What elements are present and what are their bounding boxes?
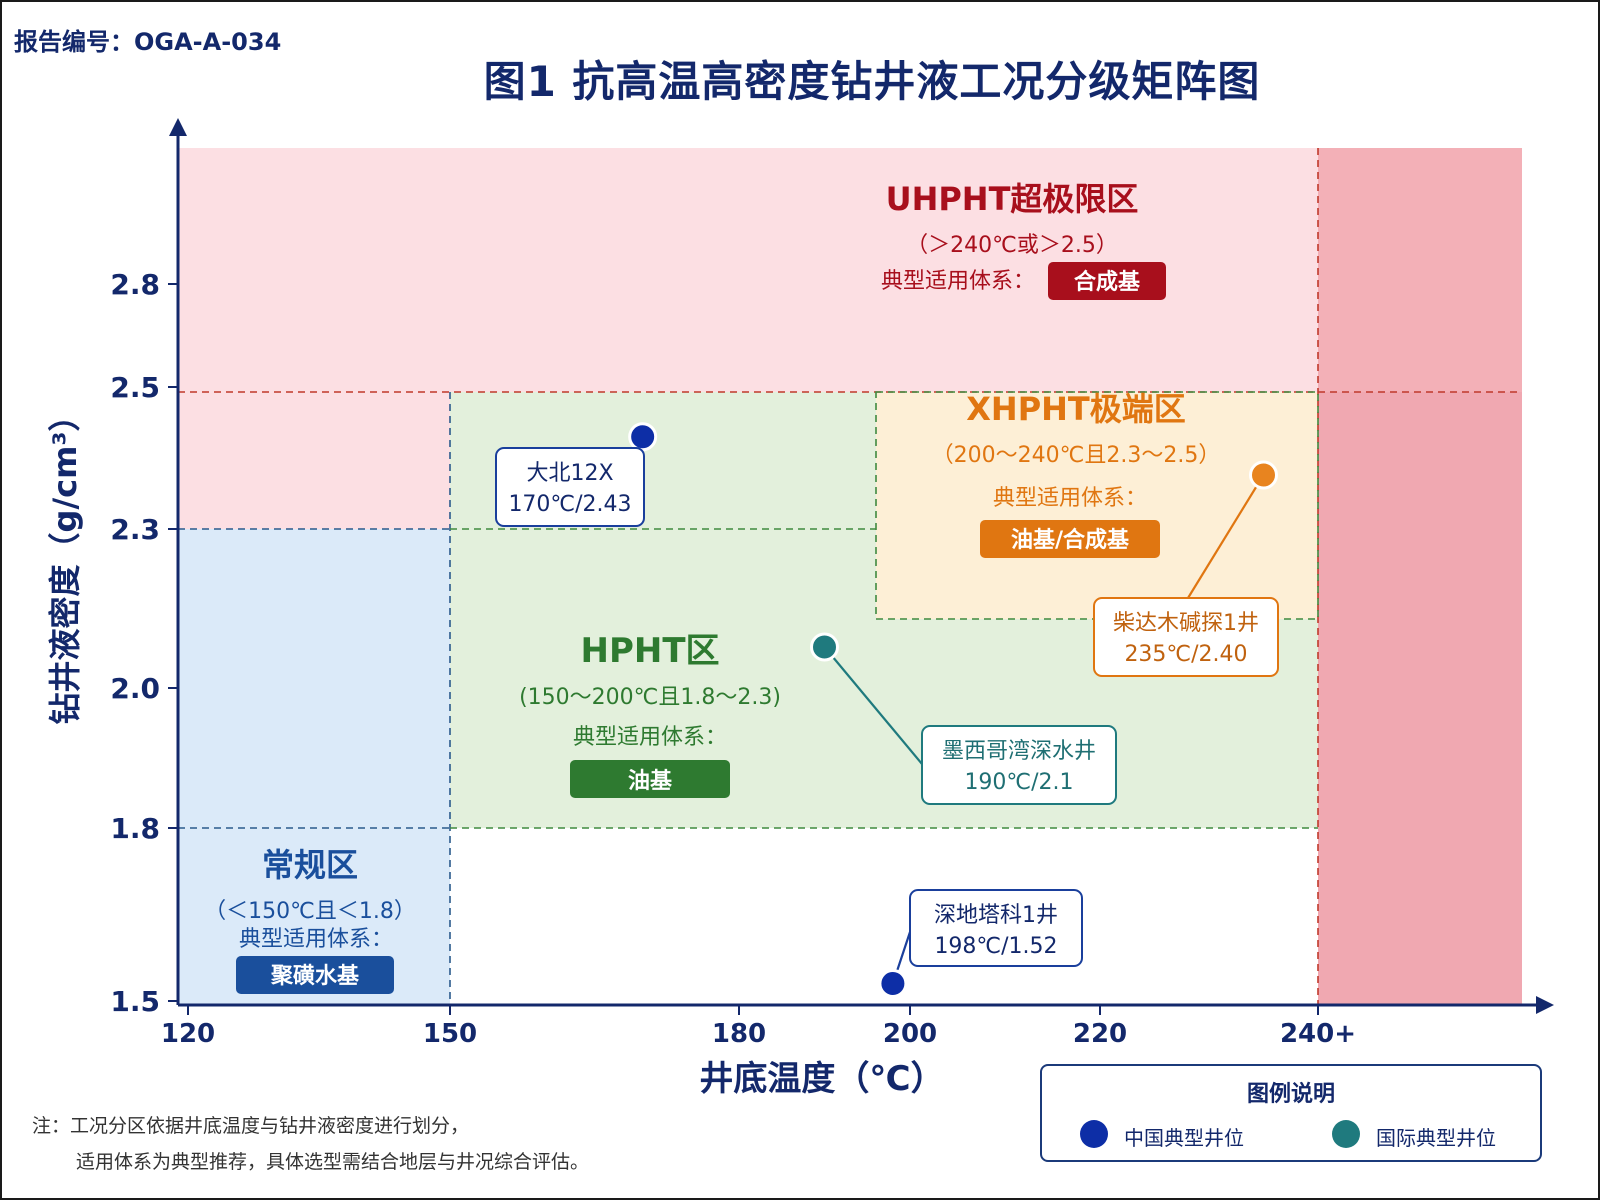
- x-axis-label: 井底温度（℃）: [699, 1059, 944, 1099]
- normal-zone: [178, 529, 450, 1005]
- y-axis-arrow: [169, 118, 187, 136]
- zone-uhpht-range: （＞240℃或＞2.5）: [906, 233, 1118, 258]
- legend-intl-label: 国际典型井位: [1376, 1126, 1496, 1150]
- y-tick-label: 2.8: [110, 268, 160, 301]
- point-mexico-gulf-marker: [810, 632, 839, 662]
- zone-uhpht-name: UHPHT超极限区: [886, 180, 1139, 218]
- zone-normal-system-chip: [236, 956, 394, 994]
- x-tick-label: 150: [423, 1019, 477, 1049]
- uhpht-zone-right: [1318, 392, 1522, 1005]
- uhpht-zone-top: [178, 148, 1522, 392]
- y-tick-label: 2.5: [110, 371, 160, 404]
- y-tick-label: 2.0: [110, 672, 160, 705]
- zone-xhpht-system-chip: [980, 520, 1160, 558]
- zone-hpht-name: HPHT区: [580, 631, 719, 671]
- uhpht-zone-left: [178, 392, 450, 529]
- y-tick-label: 1.5: [110, 985, 160, 1018]
- footnote-line-2: 适用体系为典型推荐，具体选型需结合地层与井况综合评估。: [76, 1151, 590, 1173]
- zone-normal-system: 聚磺水基: [270, 964, 360, 989]
- point-chaidamu-marker: [1249, 460, 1278, 490]
- point-shendi-take1-marker: [878, 968, 908, 998]
- point-mexico-gulf-leader: [823, 646, 923, 765]
- x-tick-label: 240+: [1280, 1019, 1356, 1049]
- zone-uhpht-system-label: 典型适用体系：: [881, 269, 1035, 294]
- chart-title: 图1 抗高温高密度钻井液工况分级矩阵图: [483, 57, 1261, 106]
- zone-xhpht-system-label: 典型适用体系：: [993, 486, 1147, 511]
- point-daibei12x-marker: [628, 422, 658, 452]
- zone-normal-system-label: 典型适用体系：: [239, 927, 393, 952]
- point-daibei12x-name: 大北12X: [526, 461, 613, 486]
- y-tick-label: 2.3: [110, 513, 160, 546]
- point-mexico-gulf-callout: [921, 725, 1117, 805]
- uhpht-zone-corner: [1318, 148, 1522, 392]
- zone-normal-name: 常规区: [262, 846, 358, 884]
- point-chaidamu-leader: [1187, 474, 1265, 599]
- report-number: 报告编号：OGA-A-034: [14, 28, 282, 56]
- x-tick-label: 220: [1073, 1019, 1127, 1049]
- zone-normal-range: （＜150℃且＜1.8）: [204, 899, 416, 924]
- legend-title: 图例说明: [1246, 1082, 1335, 1107]
- y-axis-label: 钻井液密度（g/cm³）: [46, 400, 84, 725]
- zone-hpht-system-chip: [570, 760, 730, 798]
- zone-hpht-range: (150～200℃且1.8～2.3): [519, 685, 781, 710]
- point-shendi-take1-name: 深地塔科1井: [934, 903, 1058, 928]
- point-shendi-take1-value: 198℃/1.52: [934, 934, 1057, 959]
- point-daibei12x-callout: [495, 447, 645, 527]
- legend-china-label: 中国典型井位: [1124, 1126, 1244, 1150]
- point-daibei12x-value: 170℃/2.43: [508, 492, 631, 517]
- footnote: 注：工况分区依据井底温度与钻井液密度进行划分， 适用体系为典型推荐，具体选型需结…: [32, 1108, 589, 1180]
- point-chaidamu-callout: [1093, 597, 1279, 677]
- point-shendi-take1-callout: [909, 889, 1083, 967]
- legend-china-marker: [1080, 1120, 1108, 1148]
- point-mexico-gulf-value: 190℃/2.1: [964, 770, 1073, 795]
- y-tick-label: 1.8: [110, 812, 160, 845]
- zone-hpht-system: 油基: [628, 769, 673, 794]
- zone-xhpht-range: （200～240℃且2.3～2.5）: [932, 443, 1221, 468]
- zone-xhpht-system: 油基/合成基: [1011, 527, 1130, 553]
- x-tick-label: 200: [883, 1019, 937, 1049]
- zone-xhpht-name: XHPHT极端区: [966, 390, 1186, 428]
- legend: 图例说明 中国典型井位 国际典型井位: [1040, 1064, 1542, 1162]
- zone-uhpht-system-chip: [1048, 262, 1166, 300]
- zone-hpht-system-label: 典型适用体系：: [573, 725, 727, 750]
- point-chaidamu-name: 柴达木碱探1井: [1113, 611, 1259, 636]
- point-chaidamu-value: 235℃/2.40: [1124, 642, 1247, 667]
- zone-uhpht-system: 合成基: [1074, 269, 1141, 295]
- footnote-line-1: 注：工况分区依据井底温度与钻井液密度进行划分，: [32, 1115, 470, 1137]
- x-tick-label: 180: [712, 1019, 766, 1049]
- x-tick-label: 120: [161, 1019, 215, 1049]
- x-axis-arrow: [1536, 996, 1554, 1014]
- point-mexico-gulf-name: 墨西哥湾深水井: [942, 739, 1096, 764]
- legend-intl-marker: [1332, 1120, 1360, 1148]
